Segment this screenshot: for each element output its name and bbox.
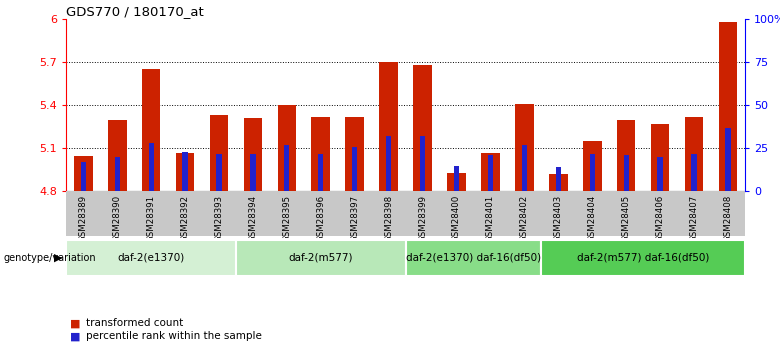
Bar [413, 65, 432, 191]
Text: GSM28402: GSM28402 [519, 195, 529, 242]
Text: ■: ■ [70, 332, 80, 341]
Bar [236, 240, 406, 276]
Text: genotype/variation: genotype/variation [4, 253, 97, 263]
Bar [80, 162, 86, 191]
Text: GSM28397: GSM28397 [350, 195, 360, 242]
Text: GSM28396: GSM28396 [316, 195, 325, 242]
Bar [142, 69, 161, 191]
Text: GDS770 / 180170_at: GDS770 / 180170_at [66, 5, 204, 18]
Text: GSM28404: GSM28404 [587, 195, 597, 242]
Text: GSM28390: GSM28390 [112, 195, 122, 242]
Text: daf-2(m577): daf-2(m577) [289, 253, 353, 263]
Bar [623, 155, 629, 191]
Text: transformed count: transformed count [86, 318, 183, 328]
Bar [590, 154, 595, 191]
Bar [386, 136, 392, 191]
Text: GSM28399: GSM28399 [418, 195, 427, 242]
Bar [250, 154, 256, 191]
Bar [488, 155, 493, 191]
Bar [555, 167, 561, 191]
Bar [481, 152, 500, 191]
Bar [210, 115, 229, 191]
Bar [352, 147, 357, 191]
Text: GSM28407: GSM28407 [690, 195, 699, 242]
Bar [718, 22, 737, 191]
Bar [311, 117, 330, 191]
Bar [148, 143, 154, 191]
Text: GSM28389: GSM28389 [79, 195, 88, 242]
Text: daf-2(e1370): daf-2(e1370) [118, 253, 185, 263]
Bar [216, 154, 222, 191]
Bar [176, 152, 194, 191]
Bar [515, 104, 534, 191]
Bar [346, 117, 364, 191]
Bar [74, 156, 93, 191]
Text: GSM28400: GSM28400 [452, 195, 461, 242]
Bar [66, 240, 236, 276]
Text: ▶: ▶ [55, 253, 62, 263]
Text: GSM28395: GSM28395 [282, 195, 292, 242]
Text: daf-2(m577) daf-16(df50): daf-2(m577) daf-16(df50) [577, 253, 709, 263]
Bar [243, 118, 262, 191]
Text: GSM28406: GSM28406 [655, 195, 665, 242]
Bar [583, 141, 601, 191]
Bar [651, 124, 669, 191]
Bar [541, 240, 745, 276]
Text: GSM28393: GSM28393 [215, 195, 224, 242]
Bar [183, 152, 188, 191]
Bar [420, 136, 425, 191]
Bar [658, 157, 663, 191]
Bar [108, 120, 126, 191]
Text: GSM28403: GSM28403 [554, 195, 563, 242]
Bar [284, 145, 289, 191]
Bar [278, 105, 296, 191]
Text: GSM28408: GSM28408 [723, 195, 732, 242]
Bar [318, 154, 324, 191]
Bar [115, 157, 120, 191]
Text: GSM28401: GSM28401 [486, 195, 495, 242]
Text: GSM28405: GSM28405 [622, 195, 631, 242]
Bar [617, 120, 636, 191]
Bar [725, 128, 731, 191]
Bar [549, 174, 568, 191]
Text: GSM28392: GSM28392 [180, 195, 190, 242]
Text: GSM28391: GSM28391 [147, 195, 156, 242]
Bar [454, 166, 459, 191]
Bar [406, 240, 541, 276]
Bar [522, 145, 527, 191]
Bar [685, 117, 704, 191]
Bar [447, 173, 466, 191]
Text: ■: ■ [70, 318, 80, 328]
Bar [379, 62, 398, 191]
Text: GSM28394: GSM28394 [248, 195, 257, 242]
Text: GSM28398: GSM28398 [384, 195, 393, 242]
Text: percentile rank within the sample: percentile rank within the sample [86, 332, 261, 341]
Bar [691, 154, 697, 191]
Text: daf-2(e1370) daf-16(df50): daf-2(e1370) daf-16(df50) [406, 253, 541, 263]
